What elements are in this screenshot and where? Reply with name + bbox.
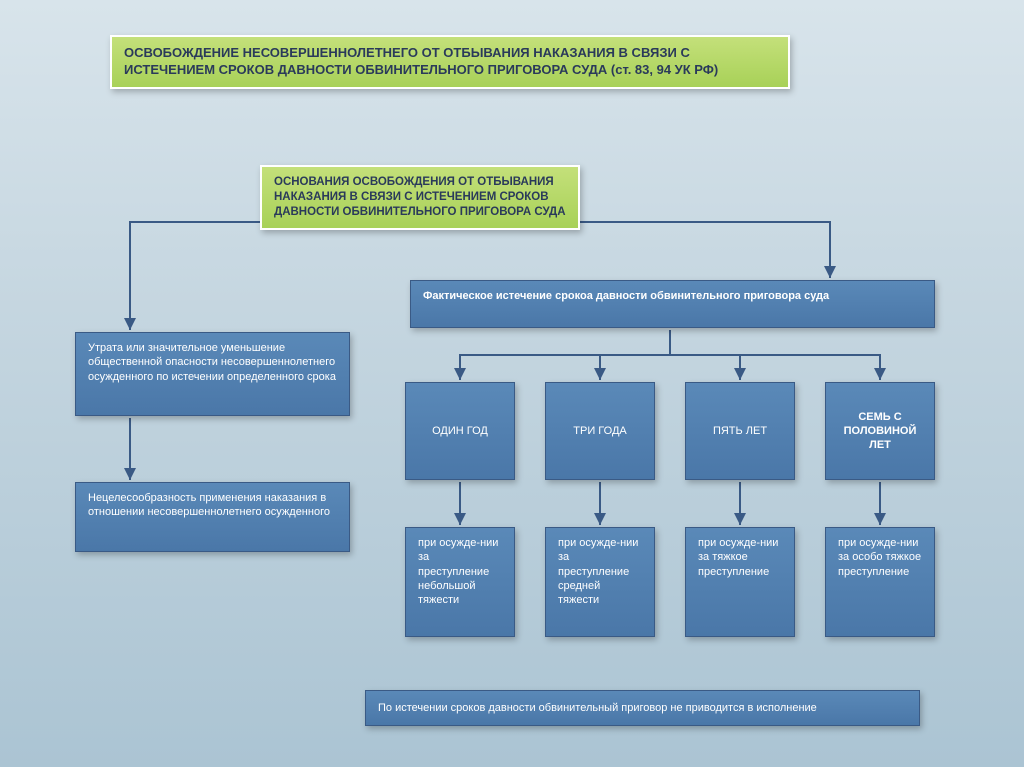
left-box-2: Нецелесообразность применения наказания …: [75, 482, 350, 552]
left-box-1-text: Утрата или значительное уменьшение общес…: [88, 342, 336, 383]
term-0: ОДИН ГОД: [432, 424, 488, 438]
right-subheader-text: Фактическое истечение срокоа давности об…: [423, 290, 829, 302]
header-title-box: ОСВОБОЖДЕНИЕ НЕСОВЕРШЕННОЛЕТНЕГО ОТ ОТБЫ…: [110, 35, 790, 89]
desc-1: при осужде-нии за преступление средней т…: [558, 537, 638, 606]
desc-2: при осужде-нии за тяжкое преступление: [698, 537, 778, 578]
term-box-2: ПЯТЬ ЛЕТ: [685, 382, 795, 480]
left-box-2-text: Нецелесообразность применения наказания …: [88, 492, 330, 518]
root-box: ОСНОВАНИЯ ОСВОБОЖДЕНИЯ ОТ ОТБЫВАНИЯ НАКА…: [260, 165, 580, 230]
term-2: ПЯТЬ ЛЕТ: [713, 424, 767, 438]
desc-box-2: при осужде-нии за тяжкое преступление: [685, 527, 795, 637]
right-subheader-box: Фактическое истечение срокоа давности об…: [410, 280, 935, 328]
term-box-1: ТРИ ГОДА: [545, 382, 655, 480]
desc-0: при осужде-нии за преступление небольшой…: [418, 537, 498, 606]
term-3: СЕМЬ С ПОЛОВИНОЙ ЛЕТ: [838, 410, 922, 453]
header-title: ОСВОБОЖДЕНИЕ НЕСОВЕРШЕННОЛЕТНЕГО ОТ ОТБЫ…: [124, 45, 718, 77]
desc-box-3: при осужде-нии за особо тяжкое преступле…: [825, 527, 935, 637]
term-box-3: СЕМЬ С ПОЛОВИНОЙ ЛЕТ: [825, 382, 935, 480]
footer-box: По истечении сроков давности обвинительн…: [365, 690, 920, 726]
term-1: ТРИ ГОДА: [573, 424, 626, 438]
footer-text: По истечении сроков давности обвинительн…: [378, 701, 817, 715]
desc-box-0: при осужде-нии за преступление небольшой…: [405, 527, 515, 637]
desc-box-1: при осужде-нии за преступление средней т…: [545, 527, 655, 637]
root-label: ОСНОВАНИЯ ОСВОБОЖДЕНИЯ ОТ ОТБЫВАНИЯ НАКА…: [274, 176, 566, 218]
left-box-1: Утрата или значительное уменьшение общес…: [75, 332, 350, 416]
term-box-0: ОДИН ГОД: [405, 382, 515, 480]
desc-3: при осужде-нии за особо тяжкое преступле…: [838, 537, 921, 578]
